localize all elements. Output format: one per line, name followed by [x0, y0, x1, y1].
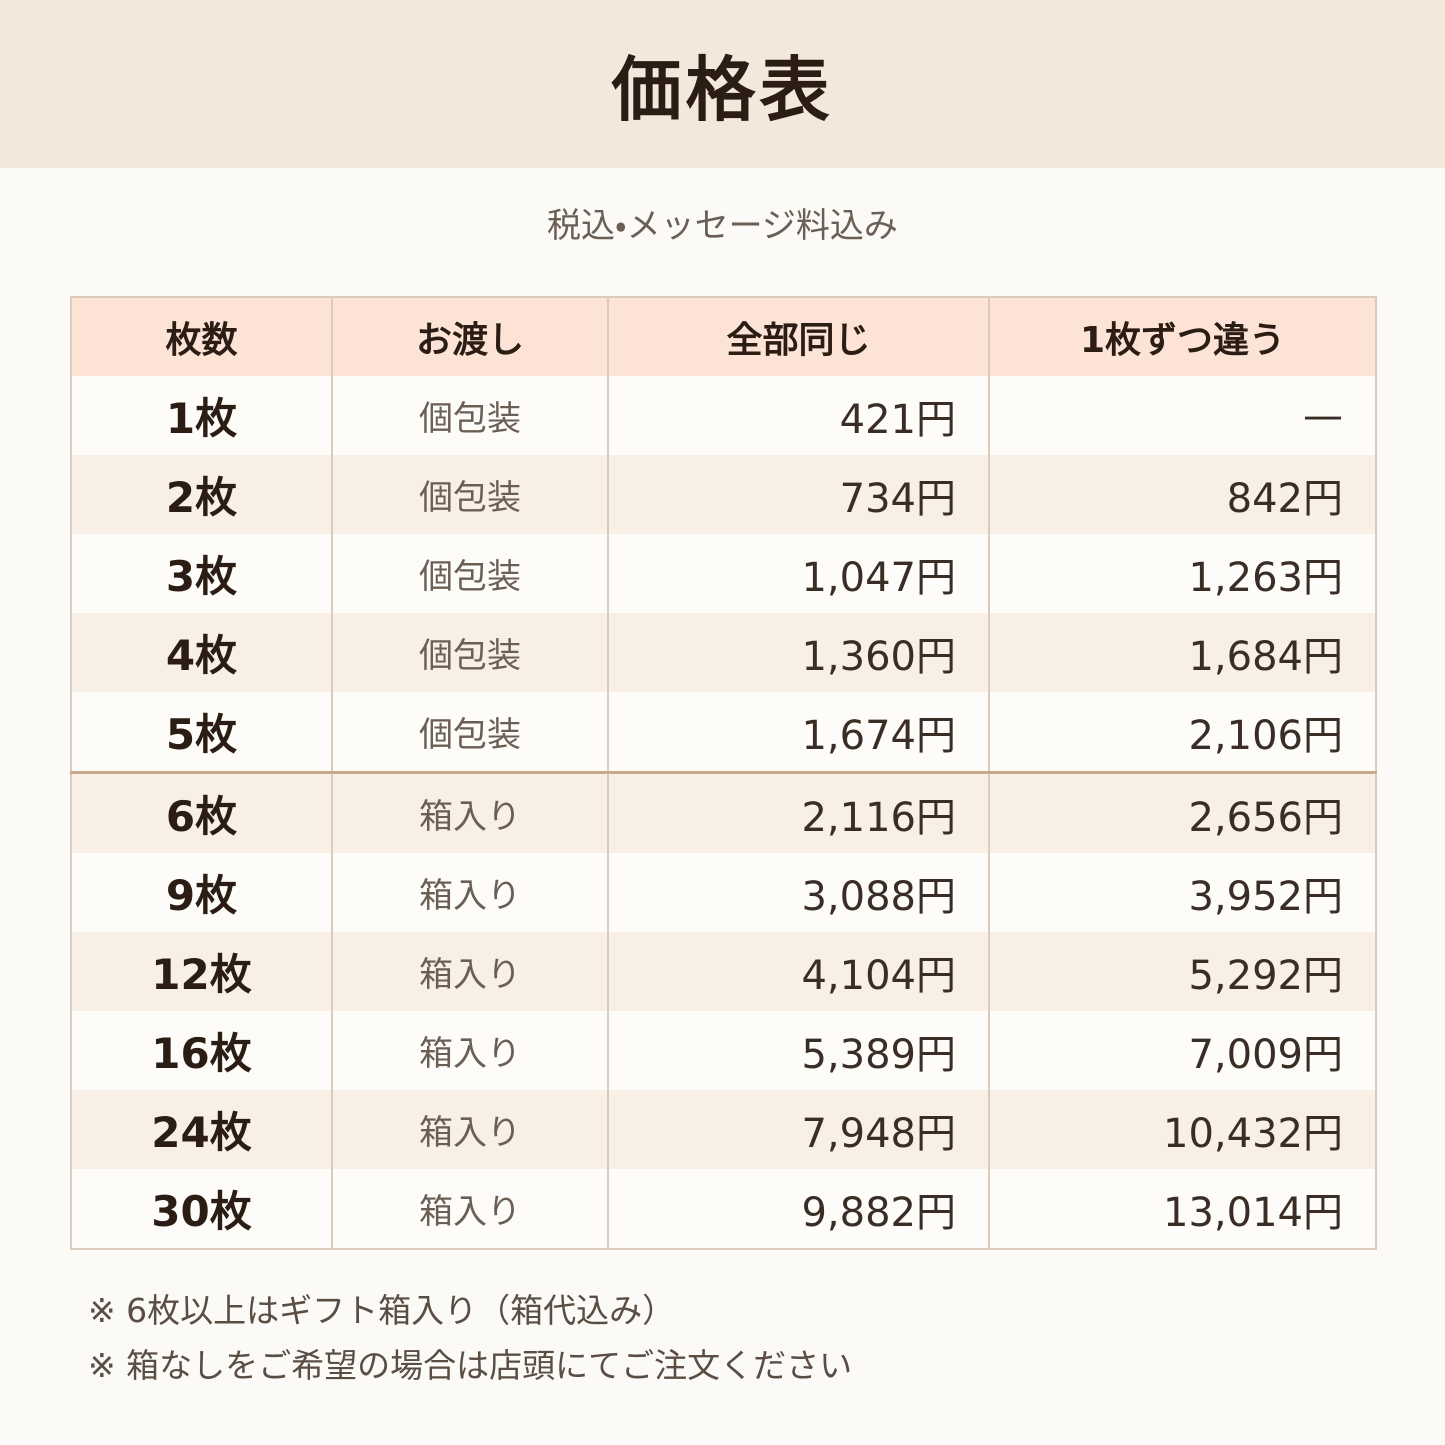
table-row: 6枚 箱入り 2,116円 2,656円 — [70, 771, 1377, 853]
table-cell: 個包装 — [331, 692, 609, 773]
header: 価格表 — [0, 0, 1445, 168]
table-cell: 箱入り — [331, 1011, 609, 1090]
table-cell: 421円 — [607, 376, 990, 455]
table-row: 5枚 個包装 1,674円 2,106円 — [70, 692, 1377, 773]
table-cell: 4,104円 — [607, 932, 990, 1011]
table-cell: 3枚 — [70, 534, 333, 613]
table-cell: 1,360円 — [607, 613, 990, 692]
table-cell: 5枚 — [70, 692, 333, 773]
table-cell: 1,674円 — [607, 692, 990, 773]
table-row: 24枚 箱入り 7,948円 10,432円 — [70, 1090, 1377, 1169]
table-cell: 2,116円 — [607, 771, 990, 853]
table-cell: 13,014円 — [988, 1169, 1377, 1249]
table-cell: 7,948円 — [607, 1090, 990, 1169]
table-row: 30枚 箱入り 9,882円 13,014円 — [70, 1169, 1377, 1249]
table-row: 12枚 箱入り 4,104円 5,292円 — [70, 932, 1377, 1011]
table-cell: 24枚 — [70, 1090, 333, 1169]
table-cell: 2枚 — [70, 455, 333, 534]
table-cell: 4枚 — [70, 613, 333, 692]
table-cell: 7,009円 — [988, 1011, 1377, 1090]
table-cell: 842円 — [988, 455, 1377, 534]
table-cell: — — [988, 376, 1377, 455]
table-cell: 16枚 — [70, 1011, 333, 1090]
column-header: お渡し — [331, 297, 609, 376]
table-cell: 3,088円 — [607, 853, 990, 932]
table-cell: 5,292円 — [988, 932, 1377, 1011]
table-cell: 10,432円 — [988, 1090, 1377, 1169]
table-cell: 2,106円 — [988, 692, 1377, 773]
table-cell: 30枚 — [70, 1169, 333, 1249]
table-row: 3枚 個包装 1,047円 1,263円 — [70, 534, 1377, 613]
table-cell: 734円 — [607, 455, 990, 534]
table-row: 2枚 個包装 734円 842円 — [70, 455, 1377, 534]
column-header: 枚数 — [70, 297, 333, 376]
table-cell: 5,389円 — [607, 1011, 990, 1090]
column-header: 全部同じ — [607, 297, 990, 376]
table-cell: 箱入り — [331, 771, 609, 853]
table-row: 1枚 個包装 421円 — — [70, 376, 1377, 455]
table-cell: 1,684円 — [988, 613, 1377, 692]
table-cell: 個包装 — [331, 455, 609, 534]
table-cell: 3,952円 — [988, 853, 1377, 932]
table-cell: 箱入り — [331, 1090, 609, 1169]
table-cell: 1,047円 — [607, 534, 990, 613]
table-cell: 1,263円 — [988, 534, 1377, 613]
table-cell: 12枚 — [70, 932, 333, 1011]
table-row: 16枚 箱入り 5,389円 7,009円 — [70, 1011, 1377, 1090]
header-row: 枚数 お渡し 全部同じ 1枚ずつ違う — [70, 297, 1377, 376]
table-body: 1枚 個包装 421円 —2枚 個包装 734円 842円 3枚 個包装 1,047円 1,263円… — [70, 376, 1377, 1249]
table-cell: 2,656円 — [988, 771, 1377, 853]
note: ※ 6枚以上はギフト箱入り（箱代込み） — [88, 1291, 676, 1330]
table-row: 9枚 箱入り 3,088円 3,952円 — [70, 853, 1377, 932]
table-cell: 個包装 — [331, 613, 609, 692]
subtitle: 税込・メッセージ料込み — [547, 206, 898, 246]
table-cell: 箱入り — [331, 1169, 609, 1249]
title: 価格表 — [611, 48, 834, 131]
table-cell: 箱入り — [331, 853, 609, 932]
note: ※ 箱なしをご希望の場合は店頭にてご注文ください — [88, 1346, 853, 1385]
table-cell: 9,882円 — [607, 1169, 990, 1249]
table-row: 4枚 個包装 1,360円 1,684円 — [70, 613, 1377, 692]
table-cell: 個包装 — [331, 376, 609, 455]
table-cell: 9枚 — [70, 853, 333, 932]
price-table: 枚数 お渡し 全部同じ 1枚ずつ違う 1枚 個包装 421円 —2枚 個包装 734円 842円 3… — [70, 296, 1377, 1250]
table-cell: 個包装 — [331, 534, 609, 613]
table-cell: 6枚 — [70, 771, 333, 853]
table-cell: 1枚 — [70, 376, 333, 455]
table-cell: 箱入り — [331, 932, 609, 1011]
notes: ※ 6枚以上はギフト箱入り（箱代込み） ※ 箱なしをご希望の場合は店頭にてご注文く… — [88, 1283, 852, 1393]
column-header: 1枚ずつ違う — [988, 297, 1377, 376]
